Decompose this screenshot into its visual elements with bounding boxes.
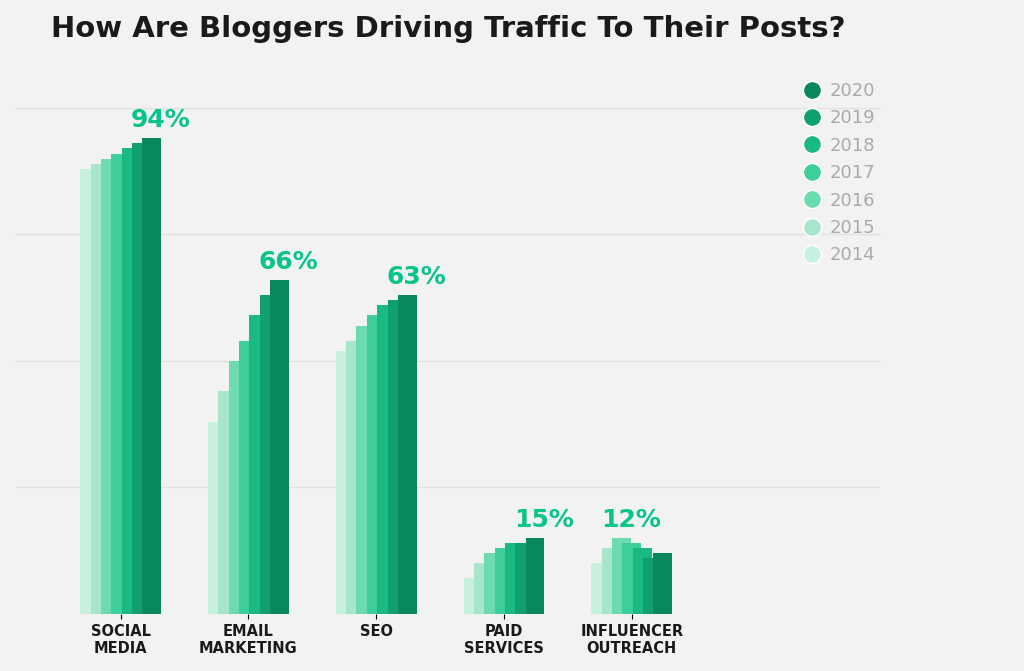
Bar: [346, 341, 365, 614]
Bar: [623, 543, 641, 614]
Bar: [228, 361, 248, 614]
Text: 63%: 63%: [387, 265, 446, 289]
Bar: [142, 138, 161, 614]
Bar: [367, 315, 386, 614]
Bar: [336, 351, 354, 614]
Bar: [101, 158, 120, 614]
Bar: [515, 543, 535, 614]
Bar: [80, 168, 99, 614]
Title: How Are Bloggers Driving Traffic To Their Posts?: How Are Bloggers Driving Traffic To Thei…: [51, 15, 845, 43]
Bar: [218, 391, 238, 614]
Bar: [112, 154, 130, 614]
Bar: [653, 553, 672, 614]
Text: 66%: 66%: [259, 250, 318, 274]
Legend: 2020, 2019, 2018, 2017, 2016, 2015, 2014: 2020, 2019, 2018, 2017, 2016, 2015, 2014: [803, 76, 881, 270]
Bar: [208, 421, 227, 614]
Bar: [270, 280, 289, 614]
Bar: [387, 300, 407, 614]
Bar: [525, 538, 545, 614]
Text: 94%: 94%: [131, 108, 190, 132]
Bar: [505, 543, 523, 614]
Bar: [122, 148, 140, 614]
Text: 15%: 15%: [514, 508, 574, 532]
Bar: [643, 558, 662, 614]
Bar: [612, 538, 631, 614]
Bar: [250, 315, 268, 614]
Bar: [474, 563, 493, 614]
Bar: [260, 295, 279, 614]
Text: 12%: 12%: [601, 508, 660, 532]
Bar: [239, 341, 258, 614]
Bar: [90, 164, 110, 614]
Bar: [398, 295, 417, 614]
Bar: [356, 325, 375, 614]
Bar: [377, 305, 396, 614]
Bar: [633, 548, 651, 614]
Bar: [495, 548, 513, 614]
Bar: [132, 144, 151, 614]
Bar: [592, 563, 610, 614]
Bar: [602, 548, 621, 614]
Bar: [484, 553, 503, 614]
Bar: [464, 578, 482, 614]
